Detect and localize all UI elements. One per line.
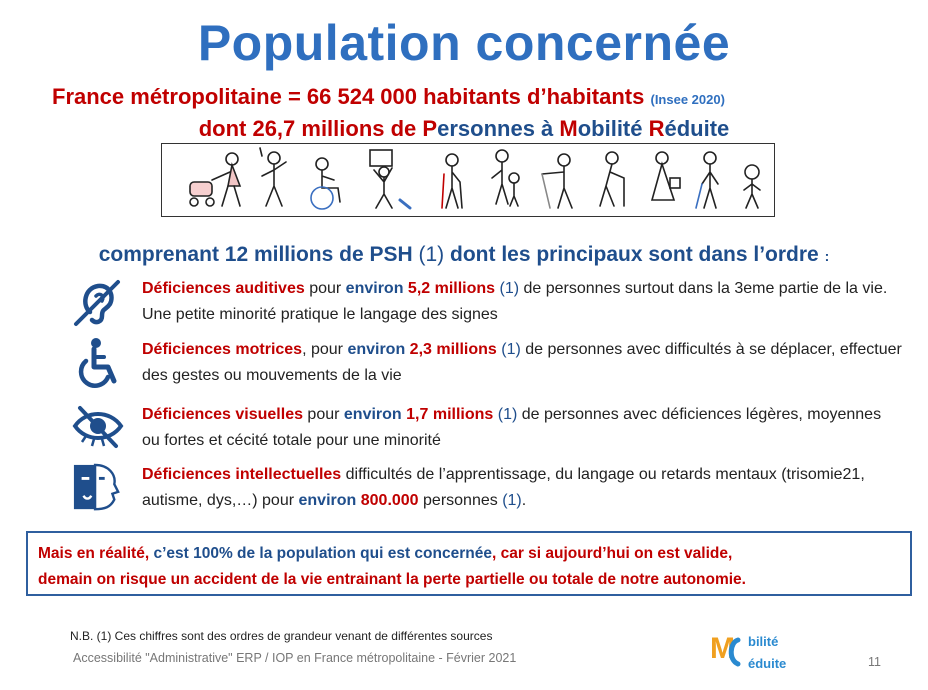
psh-intro-main: comprenant 12 millions de PSH (98, 243, 419, 266)
item-environ: environ (343, 406, 402, 423)
item-rest: de personnes avec déficiences légères, m… (142, 406, 882, 449)
face-profile-icon (73, 463, 120, 511)
conclusion-line-2: demain on risque un accident de la vie e… (38, 571, 746, 588)
slide-title: Population concernée (197, 15, 731, 71)
item-amount: 5,2 millions (403, 280, 496, 297)
psh-intro: comprenant 12 millions de PSH (1) dont l… (0, 243, 928, 267)
item-label: Déficiences visuelles (142, 406, 303, 423)
psh-intro-rest: dont les principaux sont dans l’ordre (444, 243, 825, 266)
item-amount: 2,3 millions (405, 341, 497, 358)
mobilite-reduite-logo: M bilité éduite (708, 626, 818, 674)
population-line: France métropolitaine = 66 524 000 habit… (52, 84, 912, 110)
item-rest: de personnes avec difficultés à se dépla… (142, 341, 902, 384)
crossed-eye-icon (72, 406, 124, 448)
psh-intro-colon: : (824, 248, 830, 264)
item-environ: environ (298, 492, 357, 509)
item-ref: (1) (502, 492, 522, 509)
psh-intro-ref: (1) (418, 243, 445, 266)
conclusion-a: Mais en réalité, (38, 545, 154, 562)
pmr-line: dont 26,7 millions de Personnes à Mobili… (0, 116, 928, 142)
logo-eduite: éduite (748, 656, 786, 671)
logo-bilite: bilité (748, 634, 778, 649)
pmr-word-ersonnes: ersonnes à (437, 116, 560, 141)
item-pre: pour (302, 406, 344, 423)
pmr-letter-m: M (559, 116, 578, 141)
item-environ: environ (345, 280, 404, 297)
logo-icon: M bilité éduite (710, 632, 786, 671)
page-number: 11 (868, 655, 881, 669)
conclusion-c: , car si aujourd’hui on est valide, (491, 545, 733, 562)
pmr-prefix: dont 26,7 millions de (198, 116, 423, 141)
item-amount: 1,7 millions (401, 406, 494, 423)
item-amount: 800.000 (356, 492, 419, 509)
pmr-letter-p: P (422, 116, 438, 141)
item-label: Déficiences intellectuelles (142, 466, 342, 483)
item-text: Déficiences motrices, pour environ 2,3 m… (142, 337, 902, 389)
wheelchair-icon (78, 338, 117, 388)
deaf-ear-icon (74, 280, 120, 326)
item-text: Déficiences intellectuelles difficultés … (142, 462, 902, 514)
people-illustration (161, 143, 775, 217)
conclusion-b: c’est 100% de la population qui est conc… (153, 545, 492, 562)
item-label: Déficiences motrices (142, 341, 303, 358)
item-ref: (1) (495, 280, 520, 297)
item-pre: pour (304, 280, 346, 297)
population-text: France métropolitaine = 66 524 000 habit… (52, 84, 645, 109)
item-ref: (1) (496, 341, 521, 358)
item-environ: environ (347, 341, 406, 358)
item-text: Déficiences auditives pour environ 5,2 m… (142, 276, 902, 328)
source-note: (Insee 2020) (650, 92, 725, 107)
item-rest: . (521, 492, 527, 509)
reduced-mobility-people-icon (189, 147, 761, 210)
pmr-word-obilite: obilité (577, 116, 649, 141)
item-pre: , pour (302, 341, 348, 358)
footnote: N.B. (1) Ces chiffres sont des ordres de… (70, 629, 493, 643)
item-rest: de personnes surtout dans la 3eme partie… (142, 280, 888, 323)
item-ref: (1) (493, 406, 518, 423)
conclusion-box: Mais en réalité, c’est 100% de la popula… (26, 531, 912, 596)
pmr-letter-r: R (648, 116, 665, 141)
item-pre: difficultés de l’apprentissage, du langa… (142, 466, 865, 509)
item-text: Déficiences visuelles pour environ 1,7 m… (142, 402, 902, 454)
item-label: Déficiences auditives (142, 280, 305, 297)
footer-text: Accessibilité "Administrative" ERP / IOP… (73, 651, 517, 665)
item-ref-pre: personnes (418, 492, 503, 509)
pmr-word-eduite: éduite (664, 116, 730, 141)
conclusion-line-1: Mais en réalité, c’est 100% de la popula… (38, 541, 900, 567)
